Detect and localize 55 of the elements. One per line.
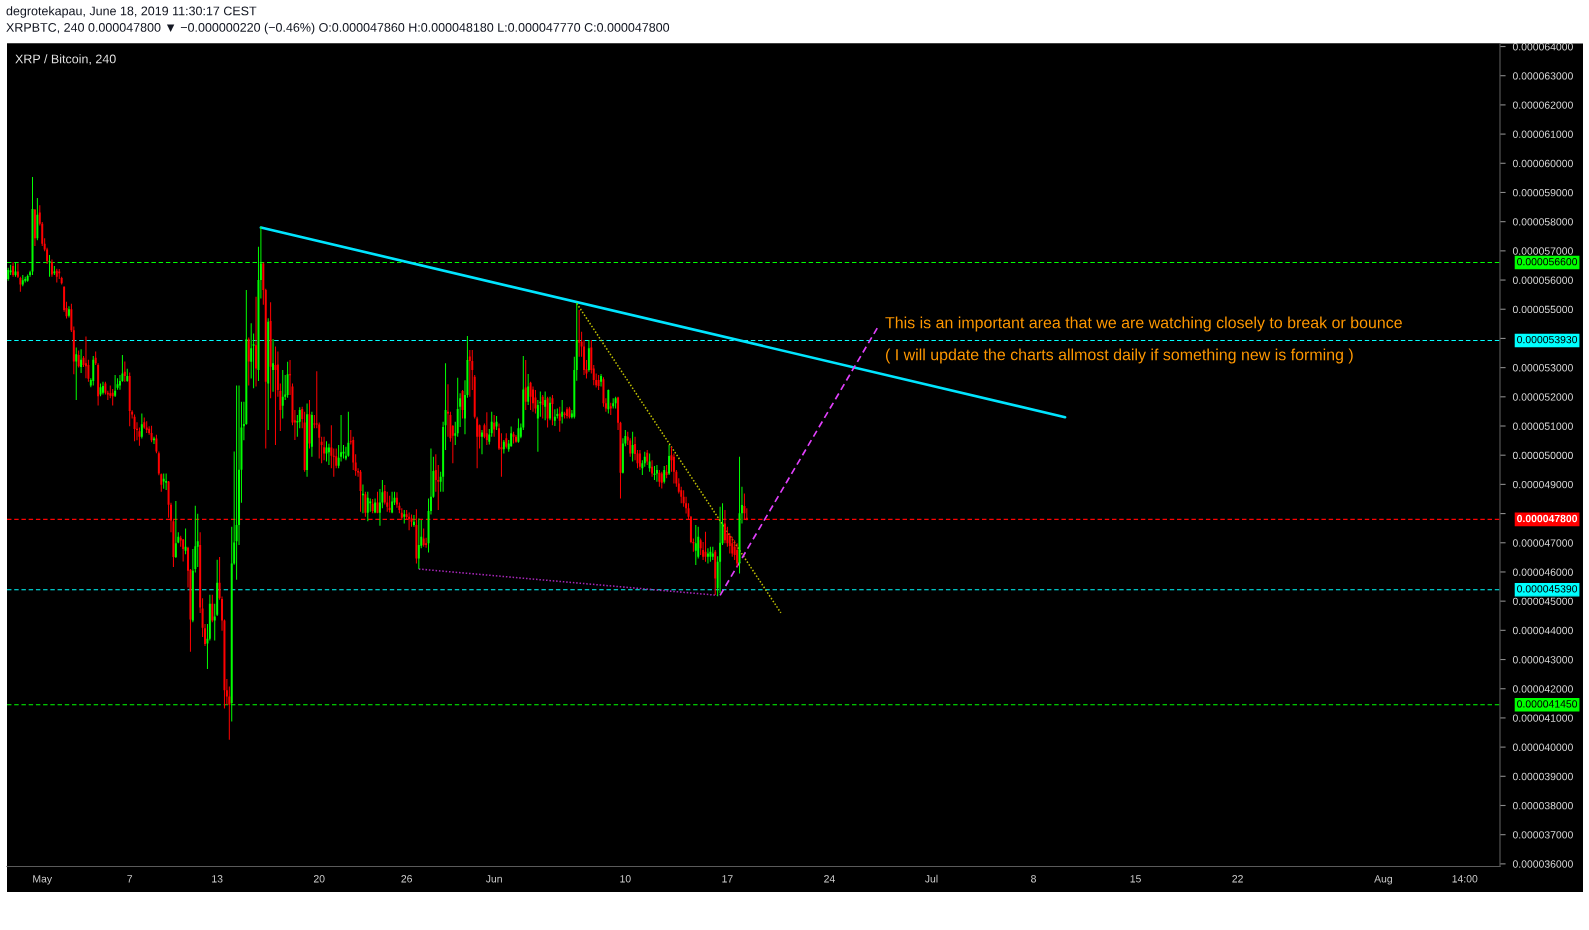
y-tick-label: 0.000037000: [1512, 831, 1573, 839]
x-tick-label: Jul: [924, 874, 938, 883]
y-tick-label: 0.000059000: [1512, 188, 1573, 197]
y-tick-label: 0.000049000: [1512, 480, 1573, 489]
y-tick-label: 0.000061000: [1512, 130, 1573, 138]
x-tick-label: 7: [127, 875, 133, 883]
y-tick-label: 0.000062000: [1512, 101, 1573, 109]
annotation: ( I will update the charts allmost daily if something new is forming ): [885, 348, 1353, 364]
y-tick-label: 0.000052000: [1512, 393, 1573, 401]
candlestick: [184, 528, 187, 555]
ref-line-label: 0.000047800: [1517, 514, 1578, 523]
x-tick-label: 13: [212, 875, 223, 883]
x-tick-label: May: [33, 875, 53, 885]
y-tick-label: 0.000041000: [1512, 714, 1573, 722]
ref-line-label: 0.000045390: [1517, 585, 1578, 593]
y-tick-label: 0.000042000: [1512, 685, 1573, 693]
ref-line-label: 0.000056600: [1517, 257, 1578, 266]
text: degrotekapau, June 18, 2019 11:30:17 CEST: [6, 6, 257, 18]
x-tick-label: Jun: [485, 875, 502, 883]
ref-line-label: 0.000053930: [1517, 335, 1578, 344]
y-tick-label: 0.000040000: [1512, 743, 1573, 751]
x-tick-label: 8: [1031, 875, 1036, 883]
y-tick-label: 0.000044000: [1512, 626, 1573, 635]
y-tick-label: 0.000036000: [1512, 860, 1573, 868]
x-tick-label: 20: [313, 875, 325, 883]
chart-subtitle: XRPBTC, 240 0.000047800 ▼ −0.000000220 (−0.46%) O:0.000047860 H:0.000048180 L:0.000047770 C:0.000047800: [6, 22, 670, 35]
annotation: This is an important area that we are watching closely to break or bounce: [885, 316, 1402, 332]
candlestick: [165, 473, 168, 490]
x-tick-label: 17: [722, 875, 733, 883]
y-tick-label: 0.000055000: [1512, 305, 1573, 314]
ref-line-label: 0.000041450: [1517, 700, 1578, 708]
y-tick-label: 0.000039000: [1512, 772, 1573, 781]
y-tick-label: 0.000053000: [1512, 364, 1573, 372]
x-tick-label: 14:00: [1452, 875, 1478, 883]
y-tick-label: 0.000050000: [1512, 451, 1573, 460]
text: XRP / Bitcoin, 240: [15, 54, 116, 65]
y-tick-label: 0.000057000: [1512, 247, 1573, 255]
y-tick-label: 0.000058000: [1512, 218, 1573, 226]
candlestick: [468, 350, 471, 397]
y-tick-label: 0.000043000: [1512, 656, 1573, 664]
y-tick-label: 0.000045000: [1512, 597, 1573, 606]
x-tick-label: 24: [824, 875, 835, 883]
x-tick-label: 10: [620, 875, 631, 883]
y-tick-label: 0.000060000: [1512, 159, 1573, 168]
y-tick-label: 0.000056000: [1512, 276, 1573, 284]
x-tick-label: 22: [1232, 875, 1243, 883]
y-tick-label: 0.000038000: [1512, 801, 1573, 810]
y-tick-label: 0.000047000: [1512, 539, 1573, 547]
y-tick-label: 0.000063000: [1512, 72, 1573, 80]
x-tick-label: 26: [401, 875, 413, 883]
y-tick-label: 0.000064000: [1512, 43, 1573, 51]
x-tick-label: Aug: [1374, 875, 1392, 885]
x-tick-label: 15: [1130, 875, 1141, 883]
y-tick-label: 0.000051000: [1512, 422, 1573, 430]
y-tick-label: 0.000046000: [1512, 568, 1573, 576]
